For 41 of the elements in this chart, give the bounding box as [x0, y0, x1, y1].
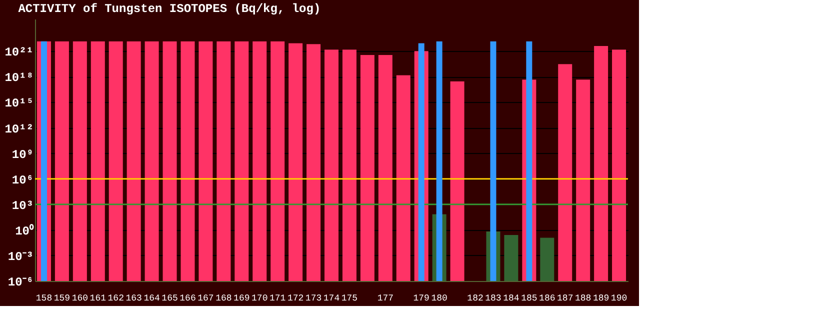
x-tick-label: 173: [305, 294, 322, 304]
x-tick-label: 164: [144, 294, 160, 304]
x-tick-label: 177: [377, 294, 394, 304]
x-tick-label: 187: [557, 294, 574, 304]
x-tick-label: 160: [72, 294, 88, 304]
y-tick-label: 10¹⁵: [4, 96, 34, 111]
x-tick-label: 162: [108, 294, 124, 304]
y-tick-label: 10¹⁸: [4, 71, 34, 86]
x-tick-label: 163: [126, 294, 142, 304]
x-tick-label: 170: [252, 294, 268, 304]
y-tick-label: 10¹²: [4, 122, 34, 136]
y-tick-label: 10⁹: [12, 148, 34, 162]
x-tick-label: 167: [198, 294, 214, 304]
y-tick-label: 10⁻³: [8, 250, 34, 264]
y-tick-label: 10⁰: [15, 223, 34, 238]
x-tick-label: 171: [269, 294, 286, 304]
x-tick-label: 183: [485, 294, 502, 304]
y-tick-label: 10³: [12, 198, 34, 213]
x-tick-label: 180: [431, 294, 448, 304]
x-tick-label: 161: [90, 294, 106, 304]
x-tick-label: 184: [503, 294, 520, 304]
x-tick-label: 158: [36, 294, 52, 304]
x-tick-label: 189: [592, 294, 610, 304]
x-tick-label: 188: [574, 294, 592, 304]
x-tick-label: 179: [413, 294, 430, 304]
x-tick-label: 172: [287, 294, 304, 304]
x-tick-label: 186: [539, 294, 556, 304]
x-tick-label: 169: [234, 294, 250, 304]
x-tick-label: 165: [162, 294, 178, 304]
y-tick-label: 10²¹: [4, 46, 34, 60]
chart-title: ACTIVITY of Tungsten ISOTOPES (Bq/kg, log): [18, 2, 321, 16]
y-tick-label: 10⁶: [12, 173, 34, 188]
x-tick-label: 174: [323, 294, 340, 304]
y-tick-label: 10⁻⁶: [8, 276, 34, 290]
x-tick-label: 168: [216, 294, 232, 304]
x-tick-label: 166: [180, 294, 196, 304]
x-tick-label: 182: [467, 294, 484, 304]
x-tick-label: 175: [341, 294, 358, 304]
x-tick-label: 190: [610, 294, 628, 304]
x-tick-label: 159: [54, 294, 70, 304]
x-tick-label: 185: [521, 294, 538, 304]
